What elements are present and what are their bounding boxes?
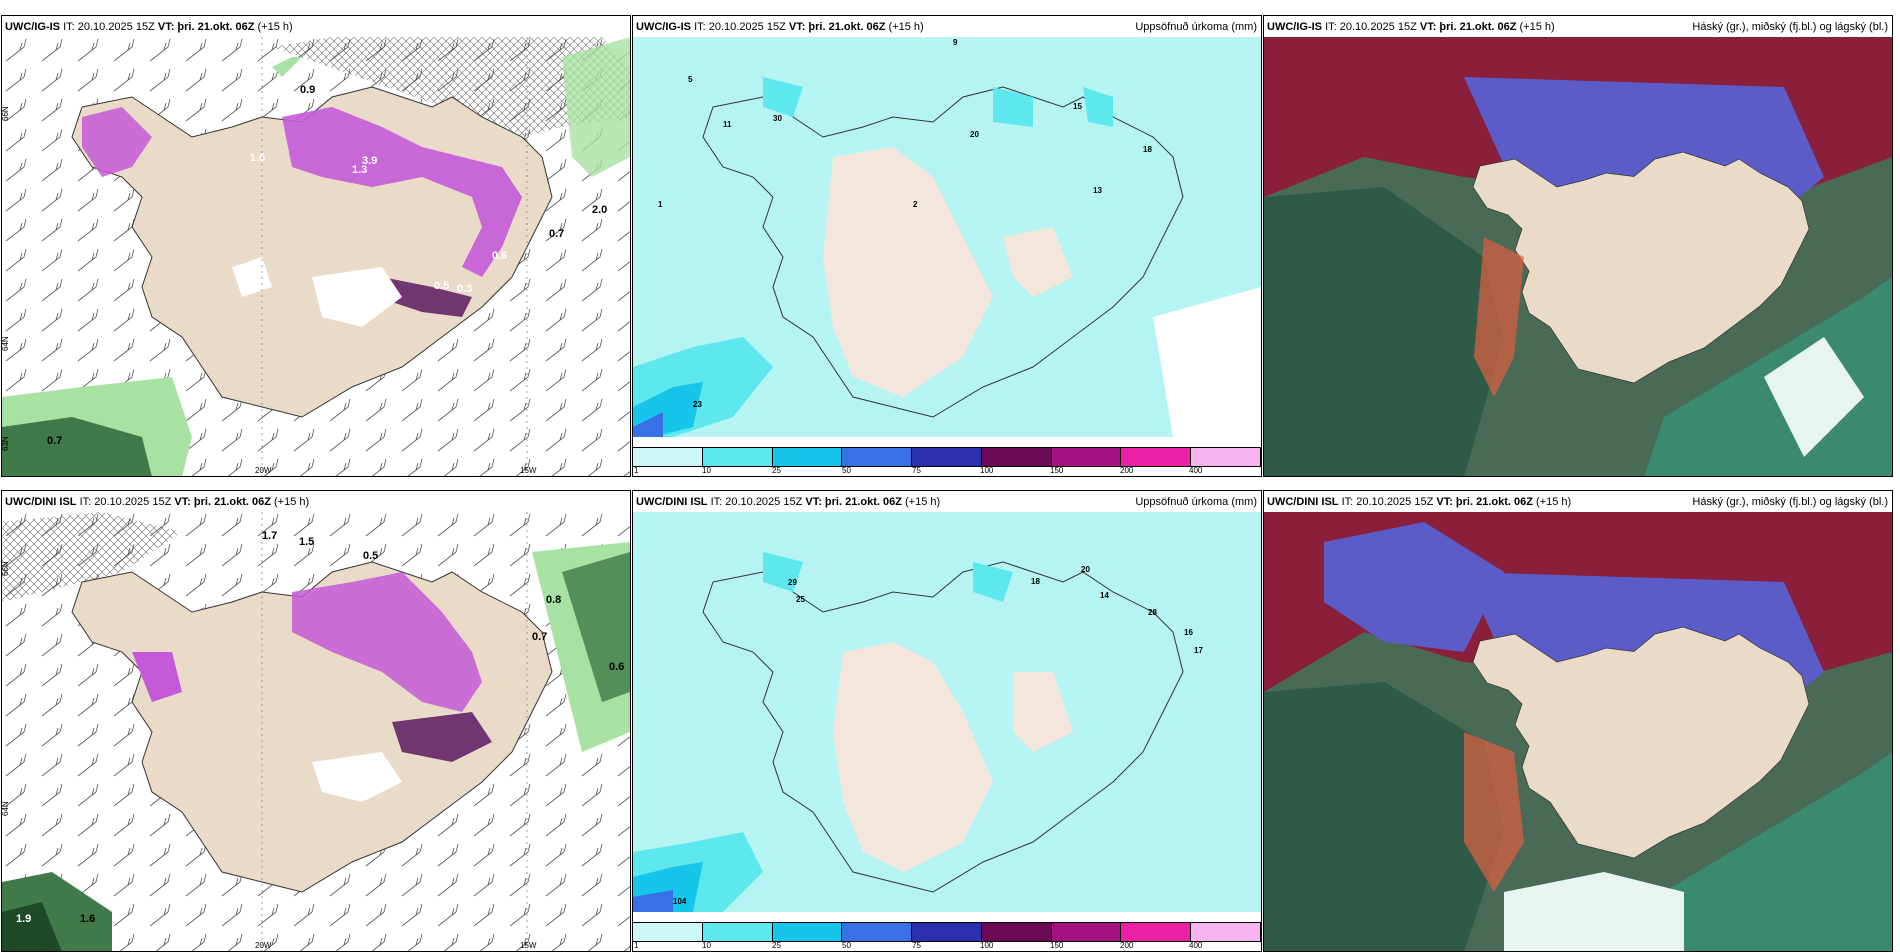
colorbar-ticks: 1 10 25 50 75 100 150 200 400 [634, 466, 1203, 475]
value-label: 20 [1081, 565, 1090, 574]
map-panel-dini-wind: UWC/DINI ISL IT: 20.10.2025 15Z VT: þri.… [1, 490, 631, 952]
colorbar-bin [1191, 923, 1261, 941]
colorbar-bin [912, 923, 982, 941]
precip-map: 104 29 28 25 20 18 16 17 14 [633, 512, 1261, 912]
value-label: 0.7 [532, 631, 547, 643]
panel-title: UWC/DINI ISL IT: 20.10.2025 15Z VT: þri.… [636, 496, 941, 508]
map-panel-ig-clouds: UWC/IG-IS IT: 20.10.2025 15Z VT: þri. 21… [1263, 15, 1893, 477]
panel-subtitle: Uppsöfnuð úrkoma (mm) [1135, 496, 1257, 508]
colorbar-bin [842, 448, 913, 466]
value-label: 14 [1100, 591, 1109, 600]
colorbar-bin [1051, 923, 1122, 941]
colorbar-bin [1121, 448, 1192, 466]
cloud-map [1264, 512, 1892, 951]
value-label: 0.3 [457, 283, 472, 295]
panel-subtitle: Háský (gr.), miðský (fj.bl.) og lágský (… [1692, 496, 1888, 508]
value-label: 1.9 [16, 913, 31, 925]
iceland-landmass [1472, 151, 1810, 384]
colorbar-bin [772, 923, 843, 941]
map-panel-dini-clouds: UWC/DINI ISL IT: 20.10.2025 15Z VT: þri.… [1263, 490, 1893, 952]
lon-label: 20W [255, 941, 272, 950]
value-label: 9 [953, 38, 958, 47]
panel-title: UWC/IG-IS IT: 20.10.2025 15Z VT: þri. 21… [636, 21, 924, 33]
precip-map: 5 9 30 23 11 2 1 15 20 18 13 [633, 37, 1261, 437]
lon-label: 15W [520, 941, 537, 950]
precip-colorbar [633, 922, 1261, 942]
value-label: 0.7 [549, 228, 564, 240]
value-label: 30 [773, 114, 782, 123]
value-label: 11 [723, 120, 732, 129]
lat-label: 63N [2, 436, 10, 451]
lon-label: 20W [255, 466, 272, 475]
lon-label: 15W [520, 466, 537, 475]
value-label: 0.5 [434, 280, 449, 292]
map-panel-ig-wind: UWC/IG-IS IT: 20.10.2025 15Z VT: þri. 21… [1, 15, 631, 477]
value-label: 5 [688, 75, 693, 84]
value-label: 1.6 [250, 152, 265, 164]
value-label: 29 [788, 578, 797, 587]
colorbar-bin [633, 923, 703, 941]
colorbar-bin [702, 448, 773, 466]
panel-subtitle: Uppsöfnuð úrkoma (mm) [1135, 21, 1257, 33]
value-label: 18 [1031, 577, 1040, 586]
map-panel-dini-precip: UWC/DINI ISL IT: 20.10.2025 15Z VT: þri.… [632, 490, 1262, 952]
colorbar-bin [1121, 923, 1192, 941]
panel-subtitle: Háský (gr.), miðský (fj.bl.) og lágský (… [1692, 21, 1888, 33]
colorbar-bin [981, 923, 1052, 941]
colorbar-bin [842, 923, 913, 941]
value-label: 0.6 [492, 250, 507, 262]
value-label: 17 [1194, 646, 1203, 655]
value-label: 16 [1184, 628, 1193, 637]
colorbar-bin [1191, 448, 1261, 466]
value-label: 104 [673, 897, 687, 906]
value-label: 13 [1093, 186, 1102, 195]
wind-precip-map: 0.5 1.5 1.7 0.8 0.6 1.9 1.6 0.7 20W 15W … [2, 512, 630, 951]
value-label: 1.3 [352, 164, 367, 176]
value-label: 1.6 [80, 913, 95, 925]
precip-colorbar [633, 447, 1261, 467]
panel-title: UWC/DINI ISL IT: 20.10.2025 15Z VT: þri.… [5, 496, 310, 508]
panel-title: UWC/DINI ISL IT: 20.10.2025 15Z VT: þri.… [1267, 496, 1572, 508]
value-label: 3.9 [362, 155, 377, 167]
value-label: 15 [1073, 102, 1082, 111]
colorbar-bin [981, 448, 1052, 466]
value-label: 28 [1148, 608, 1157, 617]
value-label: 0.9 [300, 84, 315, 96]
colorbar-ticks: 1 10 25 50 75 100 150 200 400 [634, 941, 1203, 950]
colorbar-bin [912, 448, 982, 466]
value-label: 0.8 [546, 594, 561, 606]
value-label: 23 [693, 400, 702, 409]
colorbar-bin [1051, 448, 1122, 466]
lat-label: 66N [2, 561, 10, 576]
cloud-map [1264, 37, 1892, 476]
value-label: 1 [658, 200, 663, 209]
iceland-landmass [1472, 626, 1810, 859]
panel-title: UWC/IG-IS IT: 20.10.2025 15Z VT: þri. 21… [5, 21, 293, 33]
value-label: 25 [796, 595, 805, 604]
value-label: 0.5 [363, 550, 378, 562]
value-label: 0.6 [609, 661, 624, 673]
value-label: 1.7 [262, 530, 277, 542]
colorbar-bin [702, 923, 773, 941]
panel-title: UWC/IG-IS IT: 20.10.2025 15Z VT: þri. 21… [1267, 21, 1555, 33]
value-label: 1.5 [299, 536, 314, 548]
lat-label: 66N [2, 106, 10, 121]
value-label: 2.0 [592, 204, 607, 216]
value-label: 0.7 [47, 435, 62, 447]
wind-precip-map: 0.9 2.0 1.3 0.7 0.7 0.3 0.5 0.6 3.9 1.6 … [2, 37, 630, 476]
colorbar-bin [772, 448, 843, 466]
value-label: 18 [1143, 145, 1152, 154]
lat-label: 64N [2, 801, 10, 816]
value-label: 2 [913, 200, 918, 209]
colorbar-bin [633, 448, 703, 466]
lat-label: 64N [2, 336, 10, 351]
map-panel-ig-precip: UWC/IG-IS IT: 20.10.2025 15Z VT: þri. 21… [632, 15, 1262, 477]
value-label: 20 [970, 130, 979, 139]
